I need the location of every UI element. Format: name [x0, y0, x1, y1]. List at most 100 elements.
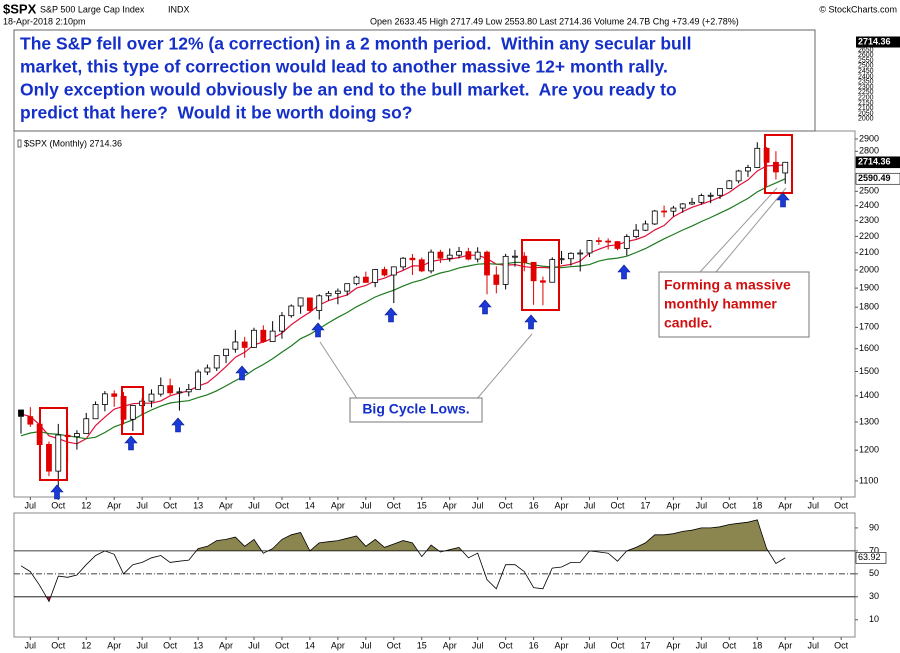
- x-tick-label: Oct: [834, 500, 849, 510]
- inset-axis-label: 2050: [858, 110, 874, 117]
- candle-body: [129, 405, 136, 420]
- callout-text: Big Cycle Lows.: [362, 401, 469, 417]
- x-tick-label: Apr: [219, 500, 233, 510]
- y-tick-label: 1500: [859, 366, 879, 376]
- annotation-box: [13, 29, 816, 132]
- candle-body: [409, 257, 416, 261]
- candle-body: [586, 240, 593, 254]
- x-tick-label: Jul: [25, 640, 37, 650]
- inset-axis-label: 2600: [858, 52, 874, 59]
- x-tick-label: Jul: [25, 500, 37, 510]
- x-tick-label: Oct: [163, 640, 178, 650]
- last-value-box: [855, 172, 900, 185]
- x-tick-label: Apr: [443, 640, 457, 650]
- y-tick-label: 30: [869, 591, 879, 601]
- x-tick-label: 13: [193, 640, 203, 650]
- candle-body: [83, 418, 90, 434]
- y-tick-label: 1200: [859, 445, 879, 455]
- candle-body: [232, 341, 239, 350]
- x-tick-label: Jul: [136, 500, 148, 510]
- candle-body: [269, 330, 276, 342]
- x-tick-label: Apr: [107, 640, 121, 650]
- candle-body: [46, 443, 52, 472]
- y-tick-label: 1100: [859, 475, 878, 485]
- y-tick-label: 2900: [859, 133, 879, 143]
- legend-icon: [17, 139, 22, 148]
- candle-body: [297, 297, 304, 307]
- callout-box: [349, 397, 483, 423]
- y-tick-label: 2200: [859, 231, 879, 241]
- symbol: $SPX: [3, 1, 37, 16]
- candle-body: [689, 201, 695, 205]
- x-tick-label: 18: [752, 640, 762, 650]
- timestamp: 18-Apr-2018 2:10pm: [3, 16, 86, 26]
- arrow: [384, 307, 398, 323]
- x-tick-label: Jul: [584, 500, 596, 510]
- candle-body: [74, 433, 80, 438]
- candle-body: [204, 367, 211, 373]
- x-tick-label: 12: [81, 640, 91, 650]
- candle-body: [698, 195, 705, 203]
- x-tick-label: 15: [417, 640, 427, 650]
- annotation-line: Only exception would obviously be an end…: [20, 80, 677, 100]
- x-tick-label: Jul: [696, 500, 708, 510]
- arrow: [311, 322, 325, 338]
- last-value-label: 2714.36: [858, 157, 891, 167]
- candle-body: [782, 161, 789, 174]
- candle-body: [474, 251, 481, 260]
- highlight-box: [39, 407, 68, 481]
- candle-body: [251, 329, 257, 348]
- x-tick-label: Oct: [722, 500, 737, 510]
- candle-body: [92, 404, 99, 420]
- candle-body: [754, 147, 761, 168]
- inset-axis-label: 2450: [858, 68, 874, 75]
- exchange: INDX: [168, 4, 190, 14]
- moving-average: [20, 164, 786, 445]
- x-tick-label: Oct: [610, 640, 625, 650]
- callout-line: [475, 333, 533, 401]
- candle-body: [241, 341, 248, 348]
- last-value-box: [855, 552, 887, 564]
- x-tick-label: Oct: [834, 640, 849, 650]
- candle-body: [595, 240, 602, 242]
- x-tick-label: Apr: [666, 640, 680, 650]
- x-tick-label: Oct: [275, 640, 290, 650]
- candle-body: [176, 391, 183, 394]
- callout-line: [699, 187, 778, 273]
- candle-body: [307, 297, 313, 311]
- y-tick-label: 10: [869, 614, 879, 624]
- rsi-fill-above: [196, 519, 769, 551]
- candle-body: [344, 283, 351, 292]
- x-tick-label: Apr: [555, 640, 569, 650]
- candle-body: [362, 276, 369, 283]
- x-tick-label: Apr: [331, 640, 345, 650]
- x-tick-label: Oct: [499, 500, 514, 510]
- inset-axis-label: 2200: [858, 95, 874, 102]
- inset-axis-label: 2000: [858, 116, 874, 123]
- x-tick-label: Apr: [107, 500, 121, 510]
- candle-body: [642, 223, 649, 231]
- arrow: [235, 365, 249, 381]
- x-tick-label: 15: [417, 500, 427, 510]
- y-tick-label: 2100: [859, 247, 879, 257]
- arrow: [478, 299, 492, 315]
- callout-text: Forming a massive: [664, 277, 791, 293]
- candle-body: [773, 161, 779, 173]
- arrow: [50, 484, 64, 500]
- candle-body: [260, 329, 267, 342]
- inset-axis-label: 2350: [858, 79, 874, 86]
- x-tick-label: Jul: [696, 640, 708, 650]
- inset-axis-label: 2400: [858, 73, 874, 80]
- candle-body: [157, 385, 164, 395]
- x-tick-label: Oct: [499, 640, 514, 650]
- candle-body: [437, 251, 444, 259]
- candle-body: [167, 385, 174, 394]
- candle-body: [735, 170, 742, 182]
- legend: $SPX (Monthly) 2714.36: [24, 138, 122, 148]
- candle-body: [512, 255, 518, 258]
- candle-body: [400, 257, 407, 268]
- inset-axis-label: 2250: [858, 89, 874, 96]
- y-tick-label: 2400: [859, 200, 879, 210]
- x-tick-label: Oct: [722, 640, 737, 650]
- callout-line: [319, 341, 359, 401]
